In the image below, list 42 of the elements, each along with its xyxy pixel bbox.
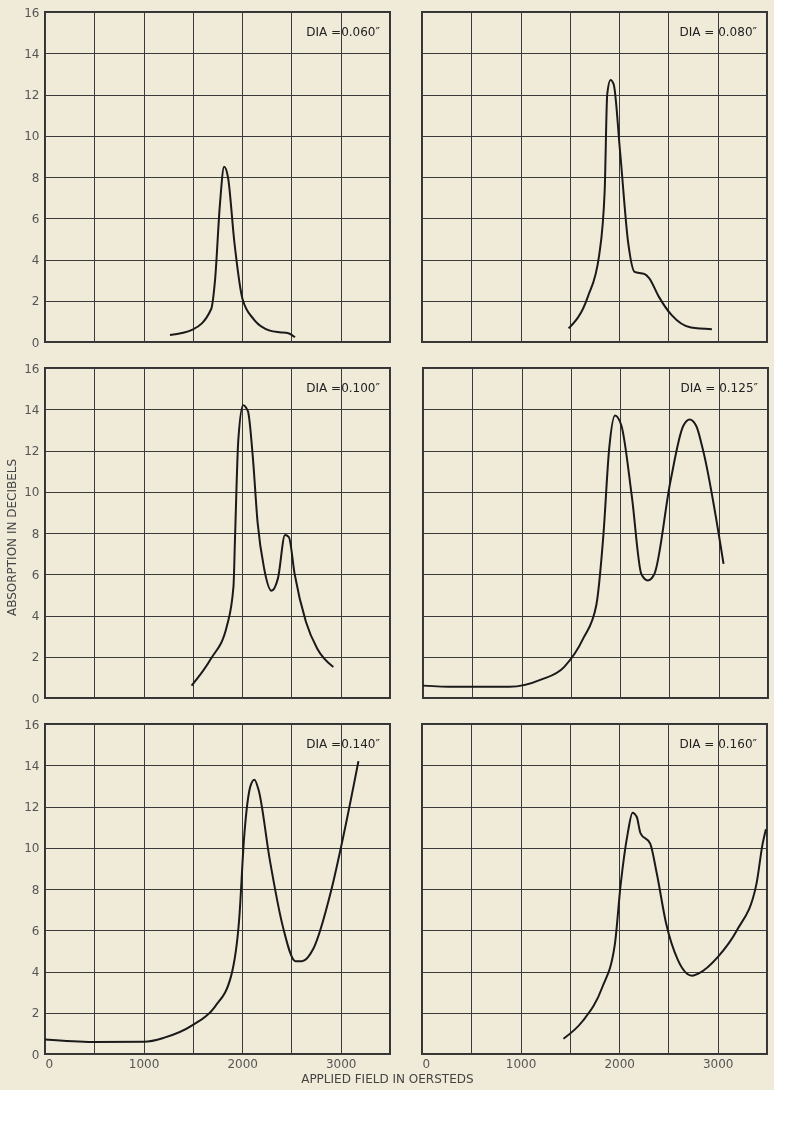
x-tick-label: 1000: [505, 1056, 537, 1071]
y-tick-label: 12: [24, 444, 40, 458]
y-tick-label: 8: [31, 170, 40, 185]
x-tick-label: 3000: [325, 1056, 357, 1071]
y-tick-label: 4: [31, 253, 40, 267]
x-tick-label: 0: [422, 1056, 431, 1071]
x-tick-label: 2000: [227, 1056, 258, 1071]
x-axis-title: APPLIED FIELD IN OERSTEDS: [301, 1072, 474, 1086]
y-tick-label: 0: [31, 691, 40, 706]
y-tick-label: 10: [24, 841, 40, 856]
y-tick-label: 6: [31, 567, 40, 582]
annotation: DIA = 0.125″: [680, 381, 759, 395]
y-tick-label: 2: [31, 650, 40, 665]
y-tick-label: 4: [31, 609, 40, 623]
y-tick-label: 14: [24, 46, 40, 61]
y-tick-label: 4: [31, 965, 40, 979]
y-tick-label: 6: [31, 923, 40, 938]
x-tick-label: 2000: [604, 1056, 635, 1071]
line-series: [44, 760, 360, 1044]
line-series: [168, 165, 296, 339]
y-tick-label: 0: [31, 335, 40, 350]
y-tick-label: 10: [24, 129, 40, 144]
y-tick-label: 2: [31, 294, 40, 309]
y-tick-label: 6: [31, 211, 40, 226]
y-tick-label: 12: [24, 800, 40, 814]
x-tick-label: 0: [45, 1056, 54, 1071]
y-tick-label: 14: [24, 758, 40, 773]
y-tick-label: 2: [31, 1006, 40, 1021]
y-tick-label: 14: [24, 402, 40, 417]
y-tick-label: 8: [31, 526, 40, 541]
y-tick-label: 8: [31, 882, 40, 897]
y-tick-label: 10: [24, 485, 40, 500]
y-axis-title: ABSORPTION IN DECIBELS: [4, 458, 19, 617]
annotation: DIA = 0.160″: [679, 737, 758, 751]
y-tick-label: 16: [24, 717, 40, 732]
y-tick-label: 16: [24, 361, 40, 376]
y-tick-label: 12: [24, 88, 40, 102]
x-tick-label: 1000: [128, 1056, 160, 1071]
y-tick-label: 16: [24, 5, 40, 20]
x-tick-label: 3000: [702, 1056, 734, 1071]
annotation: DIA = 0.080″: [679, 25, 758, 39]
line-series: [190, 404, 335, 687]
